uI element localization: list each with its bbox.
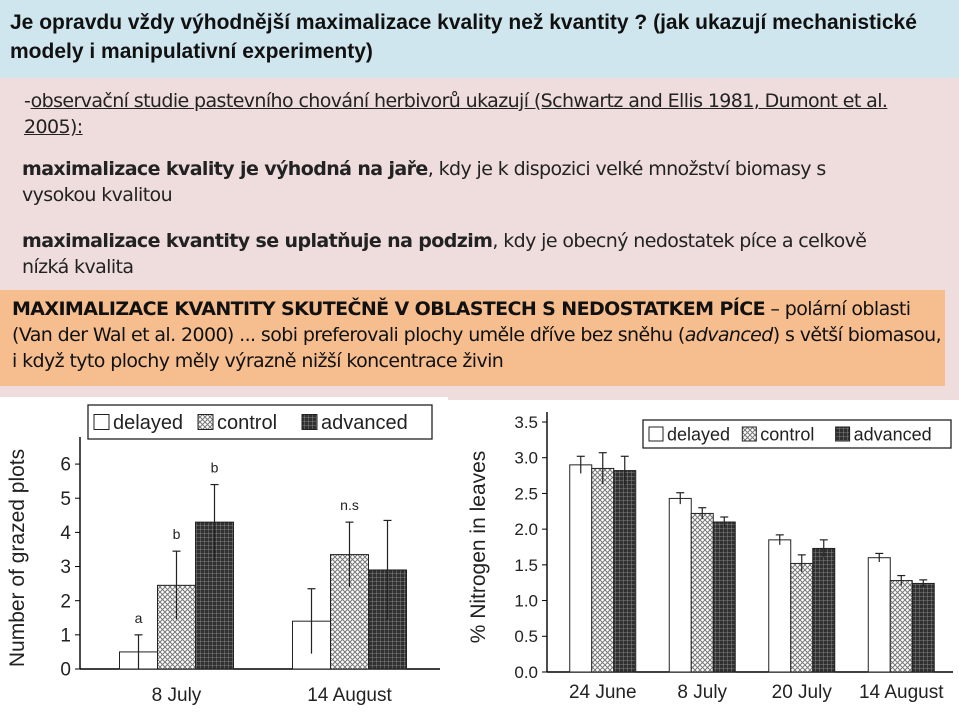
autumn-bold: maximalizace kvantity se uplatňuje na po… — [22, 230, 493, 252]
bar-control — [690, 512, 714, 673]
x-category-label: 14 August — [307, 685, 392, 706]
y-tick-label: 1 — [60, 625, 71, 646]
bar-advanced — [613, 470, 637, 673]
legend-box — [87, 404, 433, 440]
y-tick-label: 0 — [60, 660, 71, 681]
y-tick-label: 3 — [60, 557, 71, 578]
significance-label: a — [135, 610, 143, 626]
y-tick-label: 2.0 — [514, 520, 538, 539]
bar-delayed — [867, 557, 891, 673]
legend-label-advanced: advanced — [321, 412, 408, 434]
significance-label: b — [173, 526, 181, 542]
bar-advanced — [911, 582, 935, 673]
bar-control — [591, 467, 615, 673]
observation-text: observační studie pastevního chování her… — [24, 90, 888, 138]
y-tick-label: 6 — [60, 455, 71, 476]
y-tick-label: 2 — [60, 591, 71, 612]
x-category-label: 8 July — [152, 685, 202, 706]
bar-control — [889, 580, 913, 673]
y-tick-label: 3.0 — [514, 449, 538, 468]
grazed-plots-chart: 0 1 2 3 4 5 6 Number of grazed plots a b b 8 July n.… — [0, 397, 448, 718]
legend-box — [642, 419, 952, 449]
y-tick-label: 1.0 — [514, 592, 538, 611]
bar-advanced — [712, 521, 736, 673]
highlight-box: MAXIMALIZACE KVANTITY SKUTEČNĚ V OBLASTE… — [0, 290, 945, 386]
y-axis-label: Number of grazed plots — [6, 449, 29, 667]
legend-label-advanced: advanced — [854, 424, 932, 444]
y-tick-label: 2.5 — [514, 484, 538, 503]
y-axis-label: % Nitrogen in leaves — [467, 451, 490, 644]
legend-label-delayed: delayed — [667, 424, 730, 444]
autumn-paragraph: maximalizace kvantity se uplatňuje na po… — [22, 228, 902, 280]
highlight-bold: MAXIMALIZACE KVANTITY SKUTEČNĚ V OBLASTE… — [12, 298, 766, 320]
legend-label-delayed: delayed — [113, 412, 183, 434]
highlight-text: MAXIMALIZACE KVANTITY SKUTEČNĚ V OBLASTE… — [12, 296, 942, 374]
spring-rest: , kdy je k dispozici velké množství biom… — [22, 158, 826, 206]
significance-label: b — [211, 460, 219, 476]
bar-delayed — [569, 464, 593, 673]
title-bar: Je opravdu vždy výhodnější maximalizace … — [0, 0, 959, 78]
y-tick-label: 4 — [60, 523, 71, 544]
spring-bold: maximalizace kvality je výhodná na jaře — [22, 158, 428, 180]
observation-line: -observační studie pastevního chování he… — [24, 88, 924, 140]
nitrogen-chart: 0.0 0.5 1.0 1.5 2.0 2.5 3.0 3.5 % Nitrogen in le… — [455, 400, 959, 718]
highlight-italic: advanced — [684, 324, 774, 346]
y-tick-label: 0.5 — [514, 627, 538, 646]
grazed-plots-svg: 0 1 2 3 4 5 6 Number of grazed plots a b b 8 July n.… — [6, 404, 440, 706]
spring-paragraph: maximalizace kvality je výhodná na jaře,… — [22, 156, 902, 208]
legend-swatch-delayed — [93, 414, 110, 430]
legend-label-control: control — [760, 424, 814, 444]
legend-swatch-delayed — [648, 426, 664, 442]
y-tick-label: 3.5 — [514, 413, 538, 432]
slide-title: Je opravdu vždy výhodnější maximalizace … — [10, 11, 917, 63]
x-category-label: 24 June — [569, 682, 637, 703]
bar-control — [790, 562, 814, 673]
x-category-label: 8 July — [677, 682, 727, 703]
x-category-label: 20 July — [772, 682, 833, 703]
highlight-rest1: – polární oblasti (Van der Wal et al. 20… — [12, 298, 911, 346]
bar-delayed — [668, 497, 692, 673]
y-tick-label: 1.5 — [514, 556, 538, 575]
line-prefix: - — [24, 90, 31, 112]
bar-advanced — [812, 547, 836, 673]
bar-delayed — [768, 539, 792, 673]
significance-label: n.s — [340, 497, 359, 513]
legend-swatch-advanced — [301, 414, 318, 430]
x-category-label: 14 August — [859, 682, 944, 703]
legend-swatch-control — [197, 414, 214, 430]
legend-swatch-advanced — [835, 426, 851, 442]
y-tick-label: 0.0 — [514, 663, 538, 682]
legend-label-control: control — [217, 412, 277, 434]
highlight-rest2: ) s větší biomasou, i když tyto plochy m… — [12, 324, 942, 372]
autumn-rest: , kdy je obecný nedostatek píce a celkov… — [22, 230, 867, 278]
legend-swatch-control — [741, 426, 757, 442]
y-tick-label: 5 — [60, 489, 71, 510]
nitrogen-svg: 0.0 0.5 1.0 1.5 2.0 2.5 3.0 3.5 % Nitrogen in le… — [467, 412, 953, 703]
